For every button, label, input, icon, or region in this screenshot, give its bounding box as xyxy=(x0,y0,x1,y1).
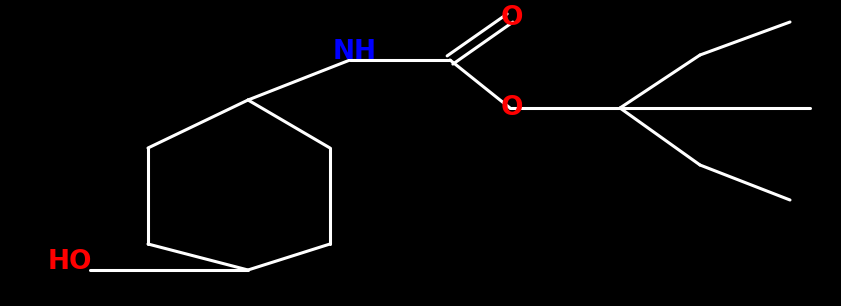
Text: O: O xyxy=(500,5,523,31)
Text: HO: HO xyxy=(48,249,93,275)
Text: O: O xyxy=(500,95,523,121)
Text: NH: NH xyxy=(333,39,377,65)
